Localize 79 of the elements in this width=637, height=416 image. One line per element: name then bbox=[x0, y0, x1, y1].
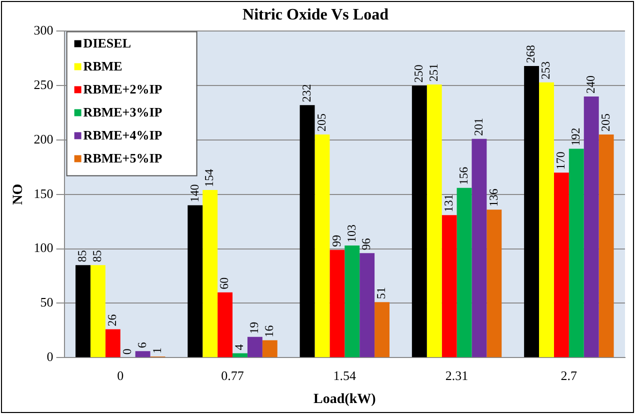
bar bbox=[232, 353, 248, 358]
data-label: 253 bbox=[538, 61, 553, 80]
bar bbox=[76, 265, 90, 358]
data-label: 205 bbox=[598, 114, 612, 132]
data-label: 1 bbox=[150, 348, 164, 354]
data-label: 85 bbox=[75, 250, 90, 262]
bar bbox=[568, 148, 584, 358]
data-label: 19 bbox=[247, 322, 262, 334]
bar bbox=[218, 292, 233, 358]
y-tick-label: 100 bbox=[34, 240, 54, 256]
data-label: 85 bbox=[90, 250, 104, 262]
bar bbox=[584, 96, 599, 358]
data-label: 136 bbox=[486, 188, 500, 207]
bar bbox=[539, 82, 554, 358]
legend-label: RBME bbox=[83, 58, 122, 74]
data-label: 99 bbox=[329, 234, 344, 247]
x-tick-label: 2.31 bbox=[445, 368, 468, 383]
y-tick-label: 300 bbox=[34, 22, 54, 38]
bar bbox=[314, 134, 330, 358]
data-label: 201 bbox=[471, 118, 486, 136]
bar bbox=[247, 336, 262, 358]
bar bbox=[412, 86, 427, 358]
data-label: 268 bbox=[524, 45, 538, 64]
bar bbox=[360, 253, 375, 358]
bar bbox=[524, 66, 540, 358]
chart-title: Nitric Oxide Vs Load bbox=[242, 6, 389, 24]
y-tick-label: 0 bbox=[46, 349, 54, 364]
bar bbox=[344, 246, 360, 358]
bar bbox=[598, 134, 614, 358]
data-label: 103 bbox=[344, 224, 358, 243]
data-label: 26 bbox=[105, 314, 120, 326]
data-label: 60 bbox=[217, 277, 232, 290]
x-tick-label: 2.7 bbox=[560, 368, 578, 383]
data-label: 156 bbox=[456, 166, 470, 185]
bar bbox=[554, 172, 569, 358]
data-label: 232 bbox=[299, 84, 314, 102]
legend-label: RBME+2%IP bbox=[83, 82, 162, 97]
data-label: 192 bbox=[568, 128, 583, 146]
bar bbox=[486, 210, 502, 358]
bar bbox=[374, 302, 390, 358]
data-label: 205 bbox=[314, 114, 328, 132]
data-label: 6 bbox=[134, 342, 149, 348]
y-axis-title: NO bbox=[11, 184, 26, 205]
y-tick-label: 150 bbox=[34, 186, 54, 201]
bar bbox=[456, 188, 472, 358]
data-label: 250 bbox=[412, 64, 426, 83]
bar bbox=[300, 105, 315, 358]
bar bbox=[426, 84, 442, 358]
bar bbox=[262, 340, 278, 358]
y-tick-label: 200 bbox=[34, 131, 54, 146]
bar bbox=[202, 190, 218, 358]
data-label: 16 bbox=[262, 325, 276, 338]
y-tick-label: 50 bbox=[40, 294, 54, 310]
bar bbox=[90, 265, 106, 358]
data-label: 131 bbox=[441, 194, 456, 212]
legend-label: RBME+5%IP bbox=[83, 150, 162, 166]
legend-label: RBME+3%IP bbox=[83, 104, 162, 120]
data-label: 96 bbox=[359, 238, 374, 250]
x-tick-label: 1.54 bbox=[333, 368, 357, 383]
data-label: 170 bbox=[554, 152, 568, 170]
bar bbox=[188, 205, 203, 358]
data-label: 251 bbox=[426, 64, 441, 82]
data-label: 51 bbox=[374, 287, 388, 300]
data-label: 4 bbox=[232, 344, 246, 350]
bar bbox=[105, 329, 120, 358]
legend-label: DIESEL bbox=[83, 36, 132, 51]
data-label: 154 bbox=[202, 169, 216, 188]
bar bbox=[330, 250, 345, 358]
y-tick-label: 250 bbox=[34, 77, 54, 92]
data-label: 240 bbox=[584, 75, 598, 94]
x-tick-label: 0.77 bbox=[221, 368, 244, 383]
bar bbox=[472, 138, 487, 358]
x-axis-title: Load(kW) bbox=[314, 392, 376, 408]
data-label: 0 bbox=[120, 348, 134, 355]
legend-label: RBME+4%IP bbox=[83, 128, 162, 143]
data-label: 140 bbox=[187, 184, 202, 202]
bar bbox=[135, 351, 150, 358]
x-tick-label: 0 bbox=[117, 368, 124, 383]
bar bbox=[442, 215, 457, 358]
